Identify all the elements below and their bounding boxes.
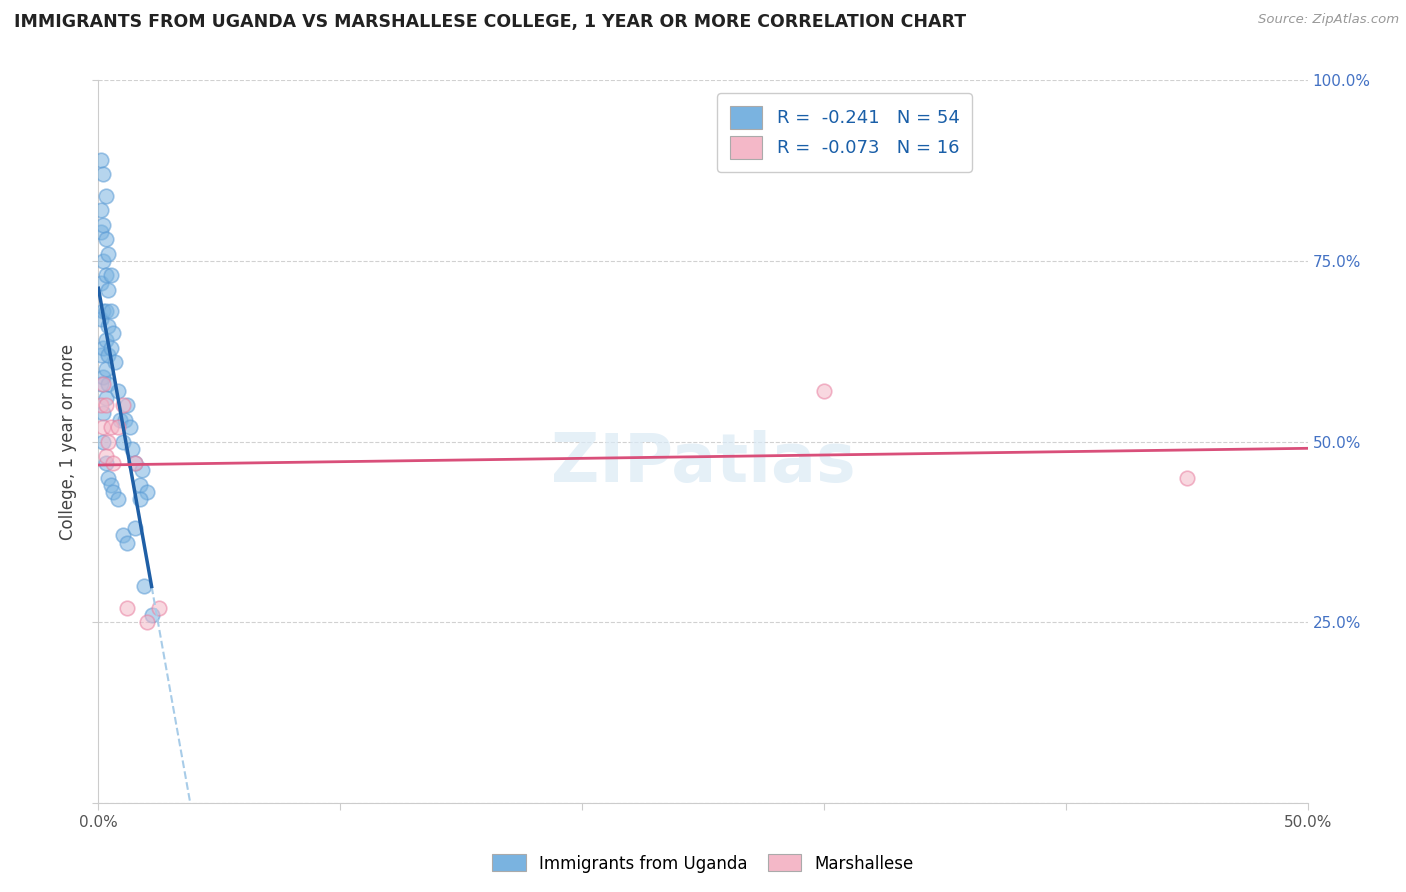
Point [94,362,117,376]
Point [91,434,114,449]
Text: ZIPatlas: ZIPatlas [551,430,855,496]
Point [91,369,114,384]
Point [94,398,117,412]
Point [128,478,150,492]
Point [100,268,122,283]
Point [97,470,120,484]
Point [90,398,112,412]
Point [97,283,120,297]
Point [117,398,139,412]
Point [141,607,163,622]
Point [97,434,120,449]
Point [94,232,117,246]
Point [100,420,122,434]
Point [91,376,114,391]
Point [100,341,122,355]
Point [94,304,117,318]
Point [97,318,120,333]
Legend: Immigrants from Uganda, Marshallese: Immigrants from Uganda, Marshallese [486,847,920,880]
Point [111,434,134,449]
Point [91,406,114,420]
Point [813,384,835,398]
Point [107,420,129,434]
Point [111,398,134,412]
Point [91,167,114,181]
Point [94,268,117,283]
Point [135,485,157,500]
Point [131,463,153,477]
Point [108,413,131,427]
Point [111,528,134,542]
Point [91,218,114,232]
Point [91,304,114,318]
Point [97,246,120,260]
Point [124,456,146,470]
Text: IMMIGRANTS FROM UGANDA VS MARSHALLESE COLLEGE, 1 YEAR OR MORE CORRELATION CHART: IMMIGRANTS FROM UGANDA VS MARSHALLESE CO… [14,13,966,31]
Point [104,355,127,369]
Legend: R =  -0.241   N = 54, R =  -0.073   N = 16: R = -0.241 N = 54, R = -0.073 N = 16 [717,93,972,172]
Point [101,326,124,340]
Point [135,615,157,630]
Point [100,304,122,318]
Point [90,225,112,239]
Point [90,311,112,326]
Point [124,456,146,470]
Point [1175,470,1198,484]
Y-axis label: College, 1 year or more: College, 1 year or more [59,343,77,540]
Point [100,478,122,492]
Text: Source: ZipAtlas.com: Source: ZipAtlas.com [1258,13,1399,27]
Point [118,420,141,434]
Point [91,420,114,434]
Point [91,253,114,268]
Point [117,600,139,615]
Point [121,442,143,456]
Point [124,521,146,535]
Point [148,600,170,615]
Point [90,153,112,167]
Point [94,456,117,470]
Point [101,485,124,500]
Point [90,348,112,362]
Point [97,348,120,362]
Point [128,492,150,507]
Point [107,384,129,398]
Point [107,492,129,507]
Point [97,376,120,391]
Point [90,276,112,290]
Point [91,341,114,355]
Point [94,449,117,463]
Point [114,413,136,427]
Point [101,456,124,470]
Point [117,535,139,549]
Point [90,203,112,218]
Point [94,189,117,203]
Point [90,376,112,391]
Point [134,579,156,593]
Point [94,391,117,405]
Point [94,334,117,348]
